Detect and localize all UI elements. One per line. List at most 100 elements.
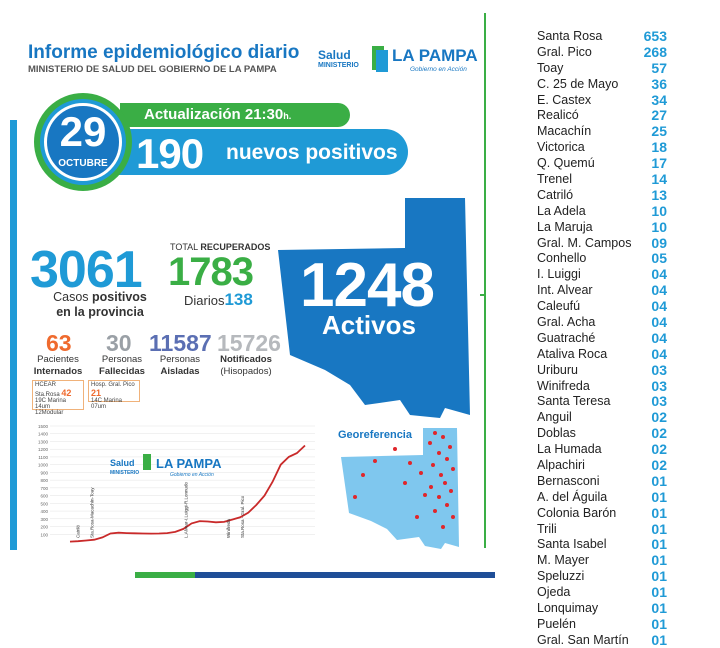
locality-name: Catriló <box>537 187 574 202</box>
locality-count: 01 <box>651 504 667 521</box>
locality-row: Colonia Barón 01 <box>537 505 667 521</box>
locality-row: I. Luiggi 04 <box>537 266 667 282</box>
locality-count: 653 <box>643 27 667 44</box>
stat-label: Pacientes <box>37 354 79 365</box>
new-positives-label: nuevos positivos <box>226 141 398 164</box>
locality-count: 02 <box>651 441 667 458</box>
recovered-total-value: 1783 <box>168 250 254 294</box>
province-shape <box>278 198 470 418</box>
report-title: Informe epidemiológico diario <box>28 42 300 63</box>
locality-row: Caleufú 04 <box>537 298 667 314</box>
logo-gobierno-text: Gobierno en Acción <box>410 66 467 73</box>
locality-name: Guatraché <box>537 330 596 345</box>
locality-count: 25 <box>651 123 667 140</box>
locality-row: Trili 01 <box>537 521 667 537</box>
locality-row: Alpachiri 02 <box>537 457 667 473</box>
stat-label-bold: Internados <box>33 366 83 377</box>
locality-row: Santa Isabel 01 <box>537 536 667 552</box>
hospital-1-value: 42 <box>61 388 72 398</box>
locality-count: 01 <box>651 631 667 648</box>
locality-count: 01 <box>651 615 667 632</box>
locality-count: 02 <box>651 409 667 426</box>
locality-count: 03 <box>651 393 667 410</box>
locality-name: Santa Rosa <box>537 28 603 43</box>
chart-grid <box>50 425 315 535</box>
update-time-banner: Actualización 21:30h. <box>120 103 350 127</box>
locality-count: 04 <box>651 329 667 346</box>
locality-count: 04 <box>651 282 667 299</box>
logo-lapampa-text: LA PAMPA <box>392 46 478 65</box>
locality-name: Gral. Pico <box>537 44 592 59</box>
recovered-daily-value: 138 <box>224 290 253 309</box>
locality-name: Victorica <box>537 140 585 155</box>
chart-logo-icon <box>143 454 151 470</box>
locality-name: Trili <box>537 521 557 536</box>
update-time-label: Actualización 21:30 <box>144 106 284 123</box>
stat-label-bold: Aisladas <box>160 366 200 377</box>
locality-name: Trenel <box>537 171 572 186</box>
stat-label: Personas <box>101 354 143 365</box>
cases-label-1: Casos <box>53 290 89 304</box>
locality-name: Alpachiri <box>537 457 585 472</box>
new-positives-count: 190 <box>136 130 204 177</box>
new-positives-banner <box>118 129 408 175</box>
hospital-2-line: 07um <box>91 404 107 410</box>
locality-count: 04 <box>651 313 667 330</box>
province-map-active <box>278 198 470 418</box>
chart-annotations: Catriló Sta.Rosa-Macachín-Toay L.Alvear-I.… <box>75 481 245 538</box>
locality-name: Winifreda <box>537 378 590 393</box>
chart-y-tick-label: 300 <box>40 517 48 522</box>
locality-count: 02 <box>651 457 667 473</box>
locality-row: Bernasconi 01 <box>537 473 667 489</box>
recovered-daily-label: Diarios <box>184 293 225 308</box>
locality-count: 01 <box>651 584 667 601</box>
isolated-label: Personas Aisladas <box>150 354 210 378</box>
hospitalized-value: 63 <box>46 330 72 356</box>
hospital-2-value: 21 <box>91 388 102 398</box>
chart-logo-salud: Salud <box>110 458 135 468</box>
recovered-title: TOTAL RECUPERADOS <box>170 242 270 252</box>
chart-y-tick-label: 1400 <box>38 432 49 437</box>
locality-name: I. Luiggi <box>537 267 581 282</box>
province-logo-icon <box>372 46 388 72</box>
locality-name: Colonia Barón <box>537 505 617 520</box>
locality-count: 14 <box>651 170 667 187</box>
locality-name: A. del Águila <box>537 489 608 504</box>
chart-annotation: Sta.Rosa-Macachín-Toay <box>90 487 95 538</box>
hospital-breakdown: HCEAR Sta.Rosa 42 19C Marina 14um 12Modu… <box>32 380 142 416</box>
hospitalized-label: Pacientes Internados <box>28 354 88 378</box>
notified-label: Notificados (Hisopados) <box>212 354 280 378</box>
case-location-dots <box>353 431 455 529</box>
locality-count: 01 <box>651 488 667 505</box>
active-cases-label: Activos <box>322 310 416 340</box>
locality-count: 13 <box>651 186 667 203</box>
georef-province-shape <box>341 428 459 549</box>
locality-count: 04 <box>651 266 667 283</box>
list-bracket <box>480 13 486 548</box>
total-cases-value: 3061 <box>30 241 143 299</box>
locality-name: Toay <box>537 60 564 75</box>
locality-name: Ataliva Roca <box>537 346 608 361</box>
locality-row: Santa Teresa 03 <box>537 393 667 409</box>
locality-name: Gral. M. Campos <box>537 235 632 250</box>
active-cases-value: 1248 <box>300 251 435 320</box>
locality-name: Uriburu <box>537 362 578 377</box>
chart-y-tick-label: 500 <box>40 501 48 506</box>
locality-row: Trenel 14 <box>537 171 667 187</box>
locality-name: Gral. Acha <box>537 314 596 329</box>
chart-annotation: Sta.Rosa - Gral. Pico <box>240 495 245 538</box>
chart-y-tick-label: 200 <box>40 525 48 530</box>
locality-name: Speluzzi <box>537 569 585 584</box>
chart-y-tick-label: 1500 <box>38 424 49 429</box>
chart-y-tick-label: 600 <box>40 494 48 499</box>
footer-bar-accent <box>135 572 195 578</box>
chart-logo-lapampa: LA PAMPA <box>156 456 222 471</box>
locality-name: La Maruja <box>537 219 593 234</box>
locality-name: Gral. San Martín <box>537 632 629 647</box>
chart-y-tick-label: 1300 <box>38 439 49 444</box>
locality-name: Macachín <box>537 124 592 139</box>
locality-row: Gral. Acha 04 <box>537 314 667 330</box>
locality-count: 10 <box>651 218 667 235</box>
locality-name: Realicó <box>537 108 579 123</box>
locality-row: Winifreda 03 <box>537 378 667 394</box>
